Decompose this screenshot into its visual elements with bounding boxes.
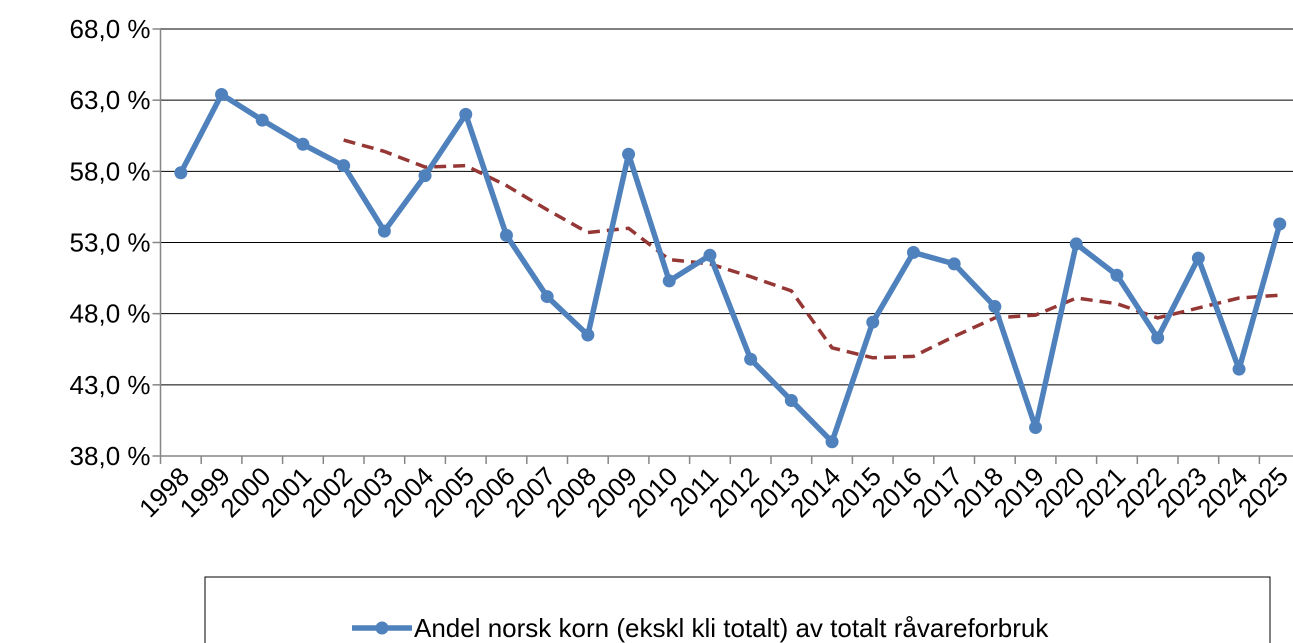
point <box>1069 237 1083 251</box>
point <box>1110 268 1124 282</box>
point <box>418 169 432 183</box>
y-tick-label: 58,0 % <box>70 156 151 186</box>
point <box>296 137 310 151</box>
point <box>1151 331 1165 345</box>
point <box>1191 251 1205 265</box>
trend-line <box>343 138 1280 360</box>
point <box>1029 421 1043 435</box>
point <box>784 393 798 407</box>
y-tick-label: 63,0 % <box>70 85 151 115</box>
point <box>581 328 595 342</box>
y-tick-label: 38,0 % <box>70 441 151 471</box>
point <box>703 248 717 262</box>
y-tick-label: 68,0 % <box>70 14 151 44</box>
point <box>499 228 513 242</box>
point <box>622 147 636 161</box>
point <box>906 245 920 259</box>
point <box>662 274 676 288</box>
legend-label: Andel norsk korn (ekskl kli totalt) av t… <box>414 613 1049 643</box>
point <box>540 290 554 304</box>
y-tick-label: 53,0 % <box>70 228 151 258</box>
point <box>459 107 473 121</box>
series-line <box>178 91 1283 445</box>
y-tick-label: 48,0 % <box>70 299 151 329</box>
point <box>174 166 188 180</box>
point <box>1273 217 1287 231</box>
legend-marker <box>375 621 389 635</box>
point <box>377 224 391 238</box>
point <box>255 113 269 127</box>
point <box>337 159 351 173</box>
point <box>988 300 1002 314</box>
point <box>866 315 880 329</box>
point <box>744 352 758 366</box>
y-tick-label: 43,0 % <box>70 370 151 400</box>
point <box>947 257 961 271</box>
point <box>215 87 229 101</box>
point <box>1232 362 1246 376</box>
point <box>825 435 839 449</box>
